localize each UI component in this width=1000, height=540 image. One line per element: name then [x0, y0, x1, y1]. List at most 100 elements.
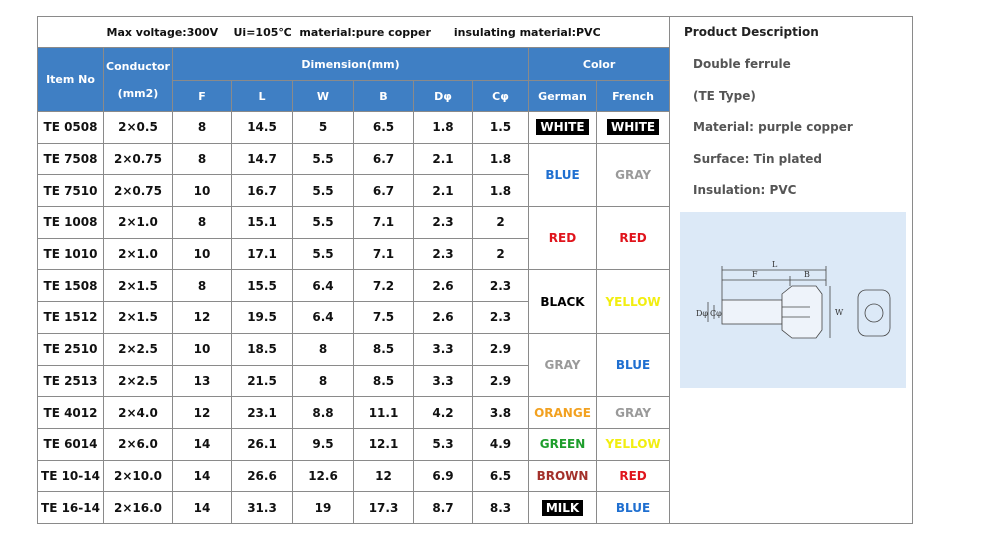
color-label: RED [619, 231, 647, 246]
dimension-value: 2.6 [413, 269, 473, 303]
item-no: TE 2513 [37, 364, 104, 398]
french-color: RED [595, 459, 671, 493]
conductor-header: Conductor (mm2) [103, 47, 173, 112]
table-row: TE 0508 2×0.5 8 14.5 5 6.5 1.8 1.5 WHITE WHITE [37, 111, 671, 144]
dimension-value: 8.7 [413, 491, 473, 524]
ferrule-drawing [707, 266, 891, 339]
dimension-value: 5 [292, 111, 354, 144]
dimension-value: 17.1 [231, 237, 293, 271]
color-label: WHITE [607, 119, 660, 136]
dimension-value: 5.3 [413, 427, 473, 461]
dimension-column-header: Cφ [472, 80, 529, 112]
dimension-value: 2.9 [472, 364, 529, 398]
spec-table: Max voltage:300V Ui=105℃ material:pure c… [36, 16, 671, 524]
dimension-column-header: F [172, 80, 232, 112]
dimension-value: 7.5 [353, 301, 414, 334]
dimension-value: 14.5 [231, 111, 293, 144]
dimension-value: 12 [172, 396, 232, 429]
color-label: GRAY [544, 358, 581, 372]
french-color: YELLOW [595, 269, 671, 334]
color-label: BLUE [615, 358, 651, 372]
dimension-value: 2.3 [472, 269, 529, 303]
dimension-value: 8.8 [292, 396, 354, 429]
color-label: YELLOW [605, 294, 661, 309]
conductor: 2×2.5 [103, 332, 173, 366]
dimension-value: 8.5 [353, 364, 414, 398]
color-label: MILK [541, 499, 584, 516]
color-label: BLACK [540, 294, 585, 309]
dimension-column-header: B [353, 80, 414, 112]
conductor-unit: (mm2) [117, 86, 159, 100]
dimension-header: Dimension(mm) [172, 47, 529, 81]
dimension-value: 1.5 [472, 111, 529, 144]
table-row: TE 2510 2×2.5 10 18.5 8 8.5 3.3 2.9 GRAY BLUE [37, 332, 671, 398]
dimension-value: 2 [472, 206, 529, 239]
table-row: TE 7510 2×0.75 10 16.7 5.5 6.7 2.1 1.8 [37, 174, 670, 208]
dimension-value: 19 [292, 491, 354, 524]
dimension-value: 8 [172, 111, 232, 144]
item-no: TE 2510 [37, 332, 104, 366]
dimension-value: 2.3 [413, 237, 473, 271]
dimension-value: 5.5 [292, 174, 354, 208]
conductor-label: Conductor [106, 59, 170, 73]
description-line: Material: purple copper [693, 120, 853, 134]
description-line: Surface: Tin plated [693, 151, 822, 166]
conductor: 2×1.0 [103, 237, 173, 271]
conductor: 2×1.5 [103, 269, 173, 303]
dimension-value: 8 [172, 206, 232, 239]
table-row: TE 6014 2×6.0 14 26.1 9.5 12.1 5.3 4.9 GREEN YELL… [37, 427, 671, 461]
dimension-value: 7.2 [353, 269, 414, 303]
dimension-value: 3.3 [413, 332, 473, 366]
conductor: 2×16.0 [103, 491, 173, 524]
item-no: TE 16-14 [37, 491, 104, 524]
dimension-value: 2.9 [472, 332, 529, 366]
color-label: RED [548, 231, 577, 246]
dimension-value: 21.5 [231, 364, 293, 398]
dimension-value: 18.5 [231, 332, 293, 366]
french-color: GRAY [595, 142, 671, 208]
table-row: TE 16-14 2×16.0 14 31.3 19 17.3 8.7 8.3 MILK BLUE [37, 491, 671, 524]
description-line: (TE Type) [693, 88, 756, 103]
table-row: TE 4012 2×4.0 12 23.1 8.8 11.1 4.2 3.8 ORANGE GRA… [37, 396, 671, 429]
german-color: GREEN [528, 427, 597, 461]
dimension-value: 1.8 [472, 174, 529, 208]
dimension-value: 8 [172, 269, 232, 303]
dimension-value: 6.7 [353, 174, 414, 208]
color-label: RED [619, 468, 647, 483]
dimension-value: 2.6 [413, 301, 473, 334]
dimension-value: 10 [172, 237, 232, 271]
dimension-value: 12 [172, 301, 232, 334]
dimension-value: 9.5 [292, 427, 354, 461]
dimension-value: 8.5 [353, 332, 414, 366]
dimension-value: 14 [172, 459, 232, 493]
color-label: BLUE [615, 500, 651, 515]
dimension-value: 3.3 [413, 364, 473, 398]
dimension-value: 12.6 [292, 459, 354, 493]
dimension-value: 3.8 [472, 396, 529, 429]
dimension-value: 16.7 [231, 174, 293, 208]
french-color: BLUE [595, 491, 671, 524]
dimension-value: 2.3 [413, 206, 473, 239]
color-label: ORANGE [534, 405, 591, 420]
dimension-value: 23.1 [231, 396, 293, 429]
color-label: WHITE [536, 119, 589, 136]
conductor: 2×10.0 [103, 459, 173, 493]
german-color: ORANGE [528, 396, 597, 429]
label-b: B [804, 270, 810, 279]
conductor: 2×0.75 [103, 142, 173, 176]
color-column-header: French [595, 80, 671, 112]
french-color: BLUE [595, 332, 671, 398]
conductor: 2×4.0 [103, 396, 173, 429]
dimension-value: 10 [172, 332, 232, 366]
color-column-header: German [528, 80, 597, 112]
german-color: BLACK [528, 269, 597, 334]
german-color: BROWN [528, 459, 597, 493]
label-l: L [772, 260, 778, 269]
conductor: 2×0.75 [103, 174, 173, 208]
dimension-value: 10 [172, 174, 232, 208]
item-no: TE 10-14 [37, 459, 104, 493]
item-no: TE 7508 [37, 142, 104, 176]
dimension-value: 7.1 [353, 206, 414, 239]
french-color: GRAY [595, 396, 671, 429]
